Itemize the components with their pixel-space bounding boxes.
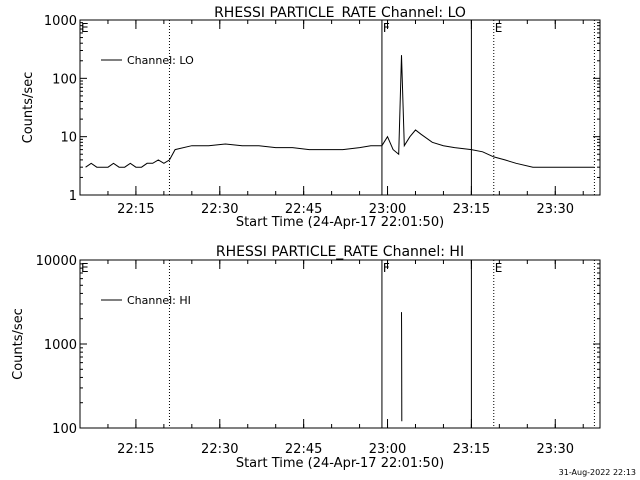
chart-title: RHESSI PARTICLE_RATE Channel: LO	[214, 5, 466, 21]
y-tick-label: 1000	[44, 338, 77, 353]
y-tick-label: 100	[52, 72, 77, 87]
event-marker-label: E	[495, 21, 503, 35]
x-tick-label: 22:15	[117, 442, 154, 457]
event-marker-label: E	[495, 261, 503, 275]
y-tick-label: 1	[69, 189, 77, 204]
chart-title: RHESSI PARTICLE_RATE Channel: HI	[216, 244, 464, 260]
panel-hi: RHESSI PARTICLE_RATE Channel: HI 100 1000 1…	[11, 244, 601, 471]
x-tick-label: 23:30	[537, 202, 574, 217]
series-line	[85, 55, 595, 168]
event-marker-label: F	[383, 21, 390, 35]
event-marker-label: E	[81, 261, 89, 275]
x-tick-label: 22:30	[201, 202, 238, 217]
panel-lo: RHESSI PARTICLE_RATE Channel: LO 1 10 100 10…	[21, 5, 601, 230]
x-tick-label: 23:30	[537, 442, 574, 457]
y-axis-label: Counts/sec	[21, 72, 36, 144]
x-axis-label: Start Time (24-Apr-17 22:01:50)	[236, 456, 444, 471]
y-tick-label: 10	[60, 131, 77, 146]
y-tick-label: 10000	[36, 254, 77, 269]
event-marker-label: E	[81, 21, 89, 35]
footer-timestamp: 31-Aug-2022 22:13	[559, 468, 636, 477]
x-tick-label: 22:45	[285, 202, 322, 217]
legend-label: Channel: LO	[127, 54, 194, 67]
x-tick-label: 23:15	[453, 442, 490, 457]
x-tick-label: 22:45	[285, 442, 322, 457]
x-tick-label: 23:15	[453, 202, 490, 217]
legend-label: Channel: HI	[127, 294, 191, 307]
x-tick-label: 23:00	[369, 442, 406, 457]
y-axis-label: Counts/sec	[11, 308, 26, 380]
x-tick-label: 22:15	[117, 202, 154, 217]
y-tick-label: 100	[52, 422, 77, 437]
x-tick-label: 22:30	[201, 442, 238, 457]
y-tick-label: 1000	[44, 14, 77, 29]
x-axis-label: Start Time (24-Apr-17 22:01:50)	[236, 215, 444, 230]
event-marker-label: F	[383, 261, 390, 275]
x-tick-label: 23:00	[369, 202, 406, 217]
